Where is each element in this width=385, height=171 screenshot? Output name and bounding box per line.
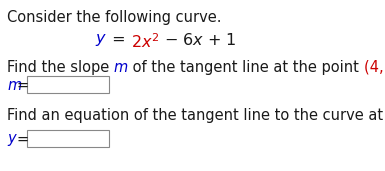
Text: Find the slope: Find the slope	[7, 60, 114, 75]
Text: Consider the following curve.: Consider the following curve.	[7, 10, 221, 25]
Text: $\mathit{2x}^{\mathit{2}}$: $\mathit{2x}^{\mathit{2}}$	[131, 32, 159, 51]
Text: $\mathit{y}$: $\mathit{y}$	[95, 32, 107, 48]
Text: $\mathit{-}$ $\mathit{6x}$ $\mathit{+}$ $\mathit{1}$: $\mathit{-}$ $\mathit{6x}$ $\mathit{+}$ …	[159, 32, 237, 48]
Text: $\mathit{m}$: $\mathit{m}$	[7, 78, 22, 93]
Text: Find an equation of the tangent line to the curve at the point: Find an equation of the tangent line to …	[7, 108, 385, 123]
Text: m: m	[114, 60, 128, 75]
Text: $\mathit{y}$: $\mathit{y}$	[7, 132, 18, 148]
Bar	[27, 130, 109, 147]
Text: =: =	[17, 78, 29, 93]
Text: =: =	[17, 132, 29, 147]
Text: of the tangent line at the point: of the tangent line at the point	[128, 60, 363, 75]
Text: (4, 9): (4, 9)	[363, 60, 385, 75]
Text: =: =	[107, 32, 131, 47]
Bar	[27, 76, 109, 93]
